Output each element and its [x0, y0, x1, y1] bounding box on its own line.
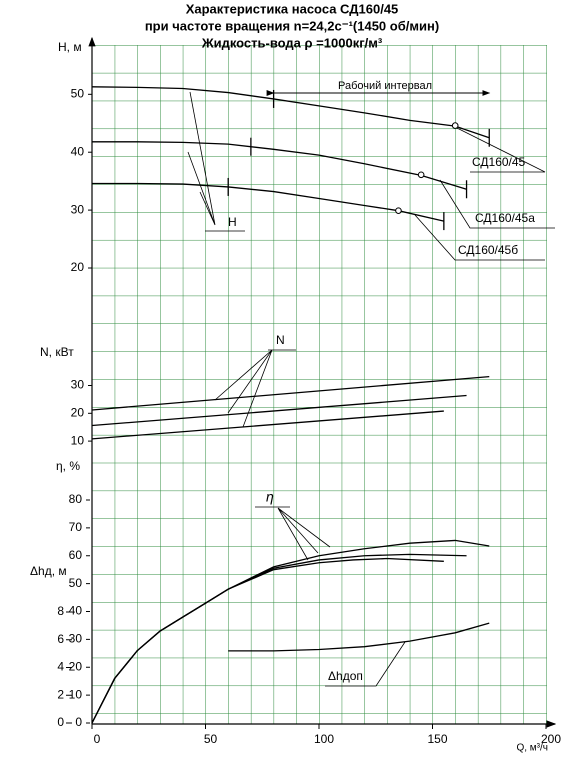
- y-tick-label: 60: [69, 548, 83, 562]
- annotation: H: [228, 215, 237, 229]
- x-label: Q, м³/ч: [516, 743, 548, 754]
- y-label: N, кВт: [40, 345, 74, 359]
- y-tick-label: 20: [71, 260, 85, 274]
- y-label: H, м: [58, 40, 82, 54]
- curve: [91, 375, 490, 411]
- y-tick-label: 10: [69, 687, 83, 701]
- annotation: η: [266, 489, 274, 505]
- legend-label: СД160/45б: [458, 243, 518, 257]
- curve: [92, 182, 444, 222]
- x-tick-label: 50: [204, 732, 218, 746]
- y-tick-label: 20: [69, 659, 83, 673]
- y-tick-label: 0: [75, 715, 82, 729]
- curve: [92, 141, 467, 190]
- curve: [91, 394, 467, 427]
- y-tick-label: 40: [69, 604, 83, 618]
- chart-title: Характеристика насоса СД160/45: [186, 1, 399, 16]
- y-tick-label: 8: [57, 604, 64, 618]
- curve: [91, 557, 444, 724]
- y-tick-label: 30: [71, 378, 85, 392]
- curve: [91, 86, 490, 139]
- x-tick-label: 0: [94, 732, 101, 746]
- y-label: Δhд, м: [30, 564, 67, 578]
- grid: [92, 45, 547, 724]
- y-tick-label: 4: [57, 660, 64, 674]
- subtitle: при частоте вращения n=24,2с⁻¹(1450 об/м…: [145, 18, 439, 33]
- annotation: Рабочий интервал: [338, 80, 432, 92]
- y-tick-label: 40: [71, 144, 85, 158]
- rated-point: [395, 207, 402, 214]
- y-tick-label: 70: [69, 520, 83, 534]
- leaders: [187, 91, 555, 687]
- y-tick-label: 30: [71, 202, 85, 216]
- y-tick-label: 6: [57, 632, 64, 646]
- annotation: N: [276, 333, 285, 347]
- curve: [91, 410, 444, 440]
- rated-point: [451, 122, 459, 129]
- y-tick-label: 10: [71, 433, 85, 447]
- y-tick-label: 30: [69, 632, 83, 646]
- x-tick-label: 100: [314, 732, 334, 746]
- y-tick-label: 80: [69, 492, 83, 506]
- legend-label: СД160/45: [472, 155, 526, 169]
- y-tick-label: 50: [69, 576, 83, 590]
- y-tick-label: 20: [71, 405, 85, 419]
- subtitle: Жидкость-вода ρ =1000кг/м³: [201, 35, 383, 50]
- x-tick-label: 150: [427, 732, 447, 746]
- curve: [228, 622, 490, 652]
- y-tick-label: 50: [71, 86, 85, 100]
- y-label: η, %: [56, 459, 80, 473]
- rated-point: [417, 171, 425, 179]
- annotation: Δhдоп: [328, 669, 363, 683]
- y-tick-label: 0: [57, 715, 64, 729]
- legend-label: СД160/45а: [475, 211, 535, 225]
- y-tick-label: 2: [57, 687, 64, 701]
- x-tick-label: 200: [541, 732, 561, 746]
